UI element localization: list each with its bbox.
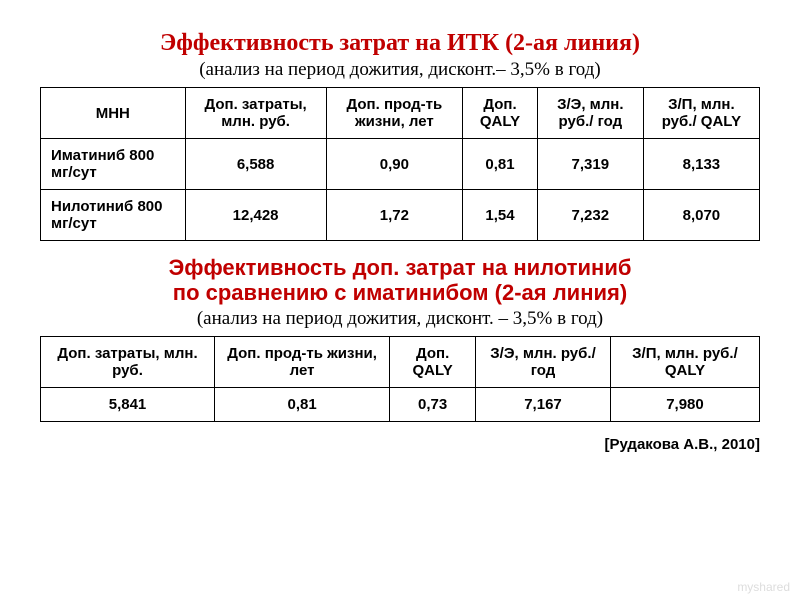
cell: 7,980 <box>610 387 759 421</box>
secondary-title: Эффективность доп. затрат на нилотиниб п… <box>40 255 760 306</box>
table-2: Доп. затраты, млн. руб. Доп. прод-ть жиз… <box>40 336 760 422</box>
cell: 7,167 <box>476 387 611 421</box>
table-1: МНН Доп. затраты, млн. руб. Доп. прод-ть… <box>40 87 760 241</box>
cell: 5,841 <box>41 387 215 421</box>
cell: 7,232 <box>537 190 643 241</box>
secondary-subtitle: (анализ на период дожития, дисконт. – 3,… <box>40 308 760 330</box>
table-row: МНН Доп. затраты, млн. руб. Доп. прод-ть… <box>41 88 760 139</box>
col-header: Доп. прод-ть жизни, лет <box>326 88 463 139</box>
table-row: Доп. затраты, млн. руб. Доп. прод-ть жиз… <box>41 336 760 387</box>
title-line: по сравнению с иматинибом (2-ая линия) <box>173 280 627 305</box>
cell: 12,428 <box>185 190 326 241</box>
citation: [Рудакова А.В., 2010] <box>40 436 760 453</box>
col-header: Доп. затраты, млн. руб. <box>185 88 326 139</box>
cell: 0,73 <box>390 387 476 421</box>
col-header: Доп. QALY <box>463 88 538 139</box>
col-header: МНН <box>41 88 186 139</box>
cell: 0,81 <box>463 139 538 190</box>
table-row: Нилотиниб 800 мг/сут 12,428 1,72 1,54 7,… <box>41 190 760 241</box>
watermark: myshared <box>737 580 790 594</box>
cell: 0,81 <box>215 387 390 421</box>
main-subtitle: (анализ на период дожития, дисконт.– 3,5… <box>40 59 760 81</box>
table-row: 5,841 0,81 0,73 7,167 7,980 <box>41 387 760 421</box>
cell: 7,319 <box>537 139 643 190</box>
cell: 0,90 <box>326 139 463 190</box>
col-header: Доп. QALY <box>390 336 476 387</box>
cell: 1,54 <box>463 190 538 241</box>
cell: 1,72 <box>326 190 463 241</box>
col-header: З/Э, млн. руб./ год <box>537 88 643 139</box>
col-header: З/Э, млн. руб./ год <box>476 336 611 387</box>
cell: 6,588 <box>185 139 326 190</box>
cell: 8,133 <box>643 139 759 190</box>
cell: Иматиниб 800 мг/сут <box>41 139 186 190</box>
col-header: Доп. прод-ть жизни, лет <box>215 336 390 387</box>
main-title: Эффективность затрат на ИТК (2-ая линия) <box>40 30 760 57</box>
table-row: Иматиниб 800 мг/сут 6,588 0,90 0,81 7,31… <box>41 139 760 190</box>
cell: 8,070 <box>643 190 759 241</box>
col-header: З/П, млн. руб./ QALY <box>643 88 759 139</box>
cell: Нилотиниб 800 мг/сут <box>41 190 186 241</box>
col-header: З/П, млн. руб./ QALY <box>610 336 759 387</box>
col-header: Доп. затраты, млн. руб. <box>41 336 215 387</box>
title-line: Эффективность доп. затрат на нилотиниб <box>169 255 632 280</box>
